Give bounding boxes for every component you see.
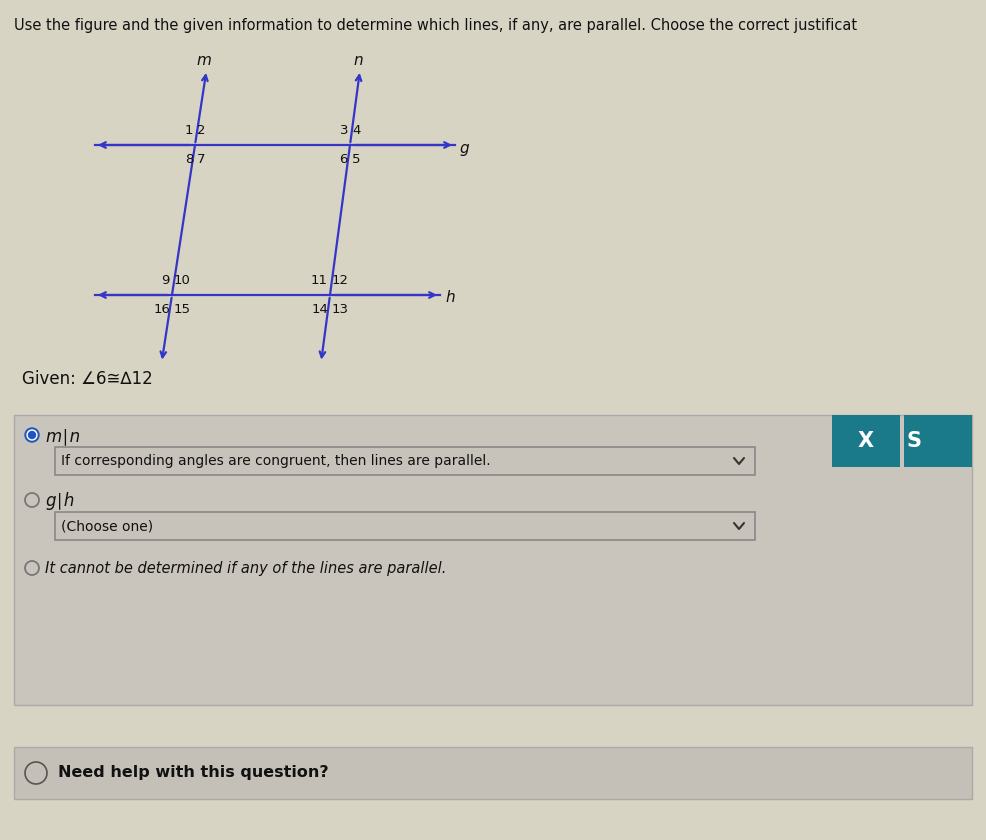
- Text: 14: 14: [312, 303, 328, 316]
- Circle shape: [25, 762, 47, 784]
- Text: 9: 9: [162, 274, 170, 287]
- Text: X: X: [858, 431, 874, 451]
- Text: n: n: [353, 53, 363, 68]
- Text: g: g: [460, 140, 469, 155]
- Text: 16: 16: [153, 303, 170, 316]
- FancyBboxPatch shape: [832, 415, 900, 467]
- Text: 8: 8: [184, 153, 193, 166]
- Text: 13: 13: [332, 303, 349, 316]
- Text: 12: 12: [332, 274, 349, 287]
- Text: 11: 11: [311, 274, 328, 287]
- Text: m∣n: m∣n: [45, 427, 80, 445]
- Text: g∣h: g∣h: [45, 492, 74, 510]
- Text: 5: 5: [352, 153, 361, 166]
- Text: 2: 2: [197, 124, 205, 137]
- Text: Need help with this question?: Need help with this question?: [58, 765, 328, 780]
- FancyBboxPatch shape: [14, 747, 972, 799]
- Text: It cannot be determined if any of the lines are parallel.: It cannot be determined if any of the li…: [45, 561, 447, 576]
- Text: S: S: [906, 431, 922, 451]
- Text: (Choose one): (Choose one): [61, 519, 153, 533]
- Circle shape: [29, 432, 35, 438]
- Circle shape: [27, 430, 37, 440]
- Text: 15: 15: [174, 303, 191, 316]
- FancyBboxPatch shape: [14, 415, 972, 705]
- Text: 7: 7: [197, 153, 205, 166]
- Text: 6: 6: [339, 153, 348, 166]
- FancyBboxPatch shape: [55, 512, 755, 540]
- Circle shape: [25, 561, 39, 575]
- Text: 1: 1: [184, 124, 193, 137]
- FancyBboxPatch shape: [55, 447, 755, 475]
- Circle shape: [25, 493, 39, 507]
- Text: ❯: ❯: [32, 766, 42, 780]
- Text: Given: ∠6≅∆12: Given: ∠6≅∆12: [22, 370, 153, 388]
- Circle shape: [25, 428, 39, 442]
- Text: m: m: [196, 53, 211, 68]
- Text: h: h: [445, 291, 455, 306]
- Text: 3: 3: [339, 124, 348, 137]
- Text: 10: 10: [174, 274, 191, 287]
- FancyBboxPatch shape: [904, 415, 972, 467]
- Text: 4: 4: [352, 124, 360, 137]
- Text: If corresponding angles are congruent, then lines are parallel.: If corresponding angles are congruent, t…: [61, 454, 491, 468]
- Text: Use the figure and the given information to determine which lines, if any, are p: Use the figure and the given information…: [14, 18, 857, 33]
